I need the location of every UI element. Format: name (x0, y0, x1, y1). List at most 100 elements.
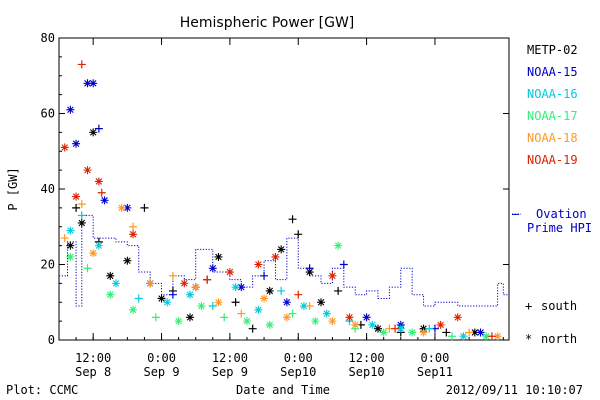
series-metp-02 (66, 128, 479, 337)
data-point-north (345, 313, 354, 322)
data-point-north (191, 283, 200, 292)
data-point-south (248, 324, 257, 333)
data-point-north (299, 302, 308, 311)
data-point-north (396, 324, 405, 333)
data-point-north (459, 332, 468, 341)
data-point-south (72, 203, 81, 212)
data-point-south (237, 309, 246, 318)
data-point-north (66, 105, 75, 114)
legend-ovation-line1: Ovation (536, 207, 587, 221)
series-noaa-16 (66, 211, 468, 341)
data-point-north (157, 294, 166, 303)
data-point-south (260, 271, 269, 280)
data-point-north (225, 268, 234, 277)
legend-south-symbol: + (525, 299, 532, 313)
data-point-north (328, 317, 337, 326)
data-point-north (254, 305, 263, 314)
data-point-north (100, 196, 109, 205)
data-point-north (328, 271, 337, 280)
data-point-south (442, 328, 451, 337)
data-point-north (117, 203, 126, 212)
x-tick-label-time: 12:00 (349, 351, 385, 365)
plot-area (59, 60, 509, 341)
data-point-south (294, 230, 303, 239)
data-point-north (476, 328, 485, 337)
legend-item: NOAA-17 (527, 109, 578, 123)
data-point-north (66, 252, 75, 261)
data-point-north (260, 294, 269, 303)
data-point-south (334, 286, 343, 295)
data-point-north (482, 332, 491, 341)
data-point-north (83, 166, 92, 175)
data-point-north (186, 290, 195, 299)
data-point-south (339, 260, 348, 269)
legend-south-label: south (541, 299, 577, 313)
legend-item: NOAA-19 (527, 153, 578, 167)
data-point-north (77, 218, 86, 227)
ovation-hpi-line (59, 214, 509, 307)
y-tick-label: 0 (48, 333, 55, 347)
data-point-north (174, 317, 183, 326)
data-point-north (89, 128, 98, 137)
data-point-north (163, 298, 172, 307)
legend-ovation-dash: – (512, 207, 520, 221)
data-point-north (362, 313, 371, 322)
legend-north-label: north (541, 332, 577, 346)
data-point-north (470, 328, 479, 337)
data-point-north (493, 332, 502, 341)
legend-north-symbol: * (525, 332, 532, 346)
data-point-north (282, 313, 291, 322)
data-point-south (208, 302, 217, 311)
legend-item: NOAA-16 (527, 87, 578, 101)
data-point-north (208, 264, 217, 273)
x-tick-label-date: Sep10 (280, 365, 316, 379)
data-point-south (129, 222, 138, 231)
data-point-south (151, 313, 160, 322)
data-point-north (146, 279, 155, 288)
data-point-north (254, 260, 263, 269)
data-point-north (89, 79, 98, 88)
data-point-north (373, 324, 382, 333)
series-noaa-15 (66, 79, 485, 337)
y-tick-label: 40 (41, 182, 55, 196)
data-point-north (453, 313, 462, 322)
data-point-north (271, 252, 280, 261)
x-tick-label-date: Sep 9 (212, 365, 248, 379)
data-point-north (89, 249, 98, 258)
data-point-north (106, 271, 115, 280)
data-point-south (134, 294, 143, 303)
x-tick-label-date: Sep10 (349, 365, 385, 379)
data-point-north (180, 279, 189, 288)
legend-ovation-line2: Prime HPI (527, 221, 592, 235)
data-point-south (487, 332, 496, 341)
series-noaa-18 (60, 200, 502, 341)
data-point-south (391, 324, 400, 333)
x-tick-label-time: 0:00 (147, 351, 176, 365)
data-point-north (317, 298, 326, 307)
data-point-north (129, 305, 138, 314)
data-point-north (242, 317, 251, 326)
data-point-south (168, 290, 177, 299)
data-point-south (220, 313, 229, 322)
y-tick-label: 20 (41, 258, 55, 272)
data-point-north (123, 203, 132, 212)
x-tick-label-date: Sep 9 (143, 365, 179, 379)
data-point-north (265, 286, 274, 295)
data-point-south (77, 200, 86, 209)
y-axis-label: P [GW] (6, 167, 20, 210)
footer-credit: Plot: CCMC (6, 383, 78, 397)
data-point-north (94, 241, 103, 250)
x-tick-label-date: Sep11 (417, 365, 453, 379)
data-point-north (214, 252, 223, 261)
plot-frame (58, 37, 510, 341)
data-point-south (305, 264, 314, 273)
data-point-north (368, 320, 377, 329)
data-point-north (123, 256, 132, 265)
data-point-north (186, 313, 195, 322)
data-point-south (97, 188, 106, 197)
legend: METP-02 NOAA-15 NOAA-16 NOAA-17 NOAA-18 NOAA-… (512, 43, 578, 215)
legend-item: METP-02 (527, 43, 578, 57)
data-point-north (436, 320, 445, 329)
legend-item: NOAA-18 (527, 131, 578, 145)
